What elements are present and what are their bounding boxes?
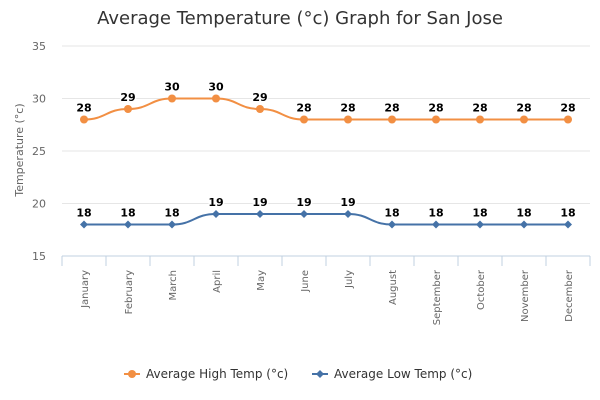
data-label: 28 bbox=[560, 102, 575, 115]
data-label: 28 bbox=[384, 102, 399, 115]
data-labels: 28 29 30 30 29 28 28 28 28 28 28 28 18 18 18 19 19 19 19 18… bbox=[75, 79, 577, 221]
legend-label: Average Low Temp (°c) bbox=[334, 367, 472, 381]
legend-marker bbox=[128, 370, 136, 378]
series-line-1 bbox=[84, 213, 568, 226]
data-label: 28 bbox=[516, 102, 531, 115]
data-point bbox=[124, 105, 132, 113]
data-point bbox=[80, 115, 88, 124]
data-label: 28 bbox=[340, 102, 355, 115]
data-point bbox=[212, 94, 220, 103]
x-tick-label: April bbox=[212, 270, 223, 293]
data-label: 18 bbox=[428, 207, 443, 220]
data-point bbox=[256, 105, 264, 113]
data-label: 18 bbox=[76, 207, 91, 220]
data-point bbox=[300, 115, 308, 124]
data-point bbox=[476, 220, 484, 229]
data-label: 30 bbox=[208, 81, 224, 94]
data-point bbox=[344, 115, 352, 124]
data-label: 28 bbox=[296, 102, 311, 115]
x-tick-label: March bbox=[168, 270, 179, 300]
legend-label: Average High Temp (°c) bbox=[146, 367, 288, 381]
data-point bbox=[432, 115, 440, 124]
legend: Average High Temp (°c) Average Low Temp (… bbox=[124, 367, 472, 381]
data-label: 18 bbox=[472, 207, 487, 220]
data-label: 28 bbox=[428, 102, 443, 115]
data-point bbox=[564, 220, 572, 229]
y-tick-label: 30 bbox=[32, 93, 46, 106]
data-label: 19 bbox=[252, 196, 267, 209]
data-point bbox=[388, 220, 396, 229]
data-label: 28 bbox=[76, 102, 91, 115]
data-point bbox=[212, 210, 220, 218]
data-label: 18 bbox=[516, 207, 531, 220]
y-tick-label: 35 bbox=[32, 40, 46, 53]
data-point bbox=[476, 115, 484, 124]
y-tick-label: 25 bbox=[32, 145, 46, 158]
data-label: 19 bbox=[340, 196, 355, 209]
series-line-0 bbox=[83, 97, 568, 121]
data-point bbox=[520, 115, 528, 124]
x-tick-label: December bbox=[564, 269, 575, 322]
y-axis-label: Temperature (°c) bbox=[13, 103, 26, 197]
x-axis: January February March April May June July Augu… bbox=[61, 256, 591, 325]
y-tick-label: 20 bbox=[32, 198, 46, 211]
x-tick-label: November bbox=[520, 269, 531, 322]
data-label: 29 bbox=[120, 91, 135, 104]
data-point bbox=[344, 210, 352, 218]
data-point bbox=[80, 220, 88, 229]
data-label: 18 bbox=[120, 207, 135, 220]
data-point bbox=[256, 210, 264, 218]
data-label: 18 bbox=[164, 207, 179, 220]
x-tick-label: May bbox=[256, 270, 267, 291]
series-lines bbox=[80, 94, 572, 229]
y-tick-label: 15 bbox=[32, 250, 46, 263]
data-label: 29 bbox=[252, 91, 267, 104]
data-label: 30 bbox=[164, 81, 180, 94]
x-tick-label: January bbox=[80, 270, 91, 309]
chart-title: Average Temperature (°c) Graph for San J… bbox=[97, 8, 503, 29]
x-tick-label: June bbox=[300, 270, 311, 293]
x-tick-label: October bbox=[476, 269, 487, 310]
data-label: 28 bbox=[472, 102, 487, 115]
x-tick-label: February bbox=[124, 270, 135, 314]
x-tick-label: September bbox=[432, 269, 443, 325]
data-point bbox=[168, 220, 176, 229]
data-point bbox=[432, 220, 440, 229]
data-label: 19 bbox=[208, 196, 223, 209]
data-point bbox=[520, 220, 528, 229]
data-point bbox=[300, 210, 308, 218]
legend-marker bbox=[316, 370, 324, 378]
data-point bbox=[564, 115, 572, 124]
data-label: 19 bbox=[296, 196, 311, 209]
data-label: 18 bbox=[384, 207, 399, 220]
data-point bbox=[388, 115, 396, 124]
data-label: 18 bbox=[560, 207, 575, 220]
data-point bbox=[168, 94, 176, 103]
data-point bbox=[124, 220, 132, 229]
x-tick-label: August bbox=[388, 270, 399, 305]
x-tick-label: July bbox=[344, 270, 355, 289]
y-axis-ticks: 15 20 25 30 35 bbox=[32, 40, 46, 263]
